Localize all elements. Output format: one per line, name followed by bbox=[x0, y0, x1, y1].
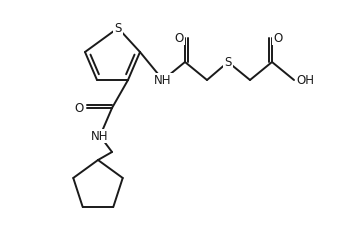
Text: NH: NH bbox=[91, 129, 109, 143]
Text: NH: NH bbox=[154, 74, 172, 86]
Text: O: O bbox=[174, 31, 184, 45]
Text: O: O bbox=[74, 101, 84, 114]
Text: S: S bbox=[224, 55, 232, 68]
Text: S: S bbox=[114, 22, 122, 35]
Text: OH: OH bbox=[296, 74, 314, 86]
Text: O: O bbox=[274, 31, 283, 45]
